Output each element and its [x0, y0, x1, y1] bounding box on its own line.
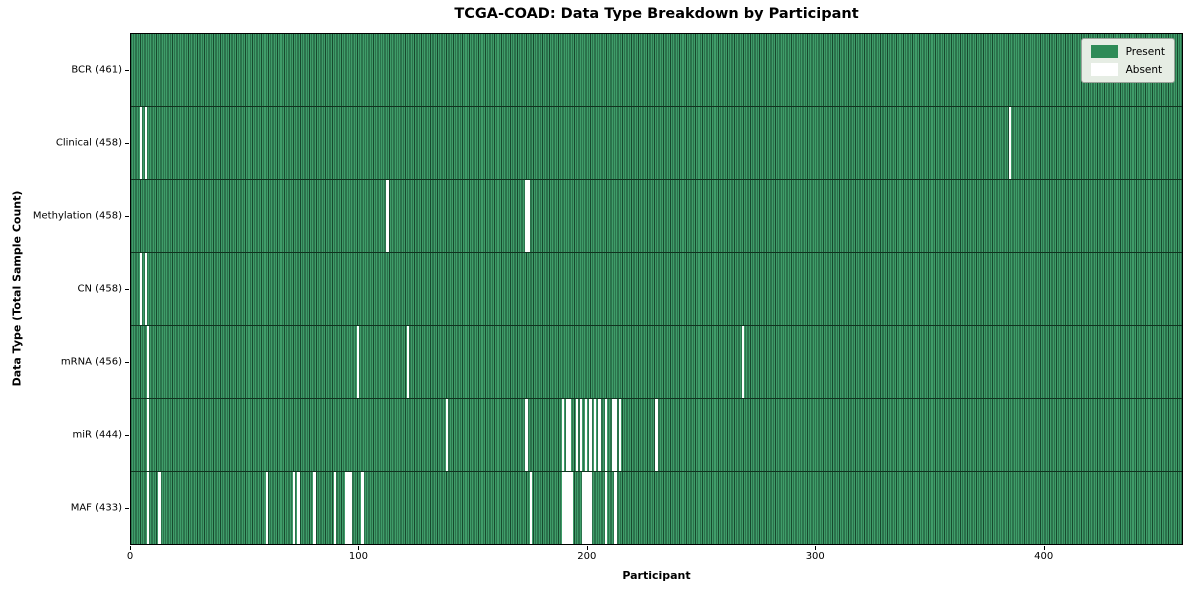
absent-cell [525, 180, 528, 252]
absent-cell [568, 399, 571, 471]
legend-entry-present: Present [1090, 45, 1165, 58]
absent-cell [655, 399, 658, 471]
x-tick-mark [358, 546, 360, 550]
absent-cell [1008, 107, 1011, 179]
row-label-CN: CN (458) [77, 283, 122, 295]
legend: Present Absent [1080, 38, 1175, 83]
absent-cell [313, 472, 316, 544]
heatmap-row-Clinical [131, 107, 1182, 180]
absent-cell [140, 107, 143, 179]
legend-present-label: Present [1125, 45, 1165, 58]
absent-cell [345, 472, 348, 544]
y-tick-mark [125, 508, 129, 510]
absent-cell [265, 472, 268, 544]
row-label-miR: miR (444) [72, 429, 122, 441]
absent-cell [146, 472, 150, 544]
heatmap-row-MAF [131, 472, 1182, 544]
absent-cell [571, 472, 574, 544]
absent-cell [566, 399, 569, 471]
absent-cell [445, 399, 448, 471]
absent-cell [292, 472, 296, 544]
x-tick-label: 100 [348, 551, 368, 562]
x-tick-label: 300 [805, 551, 825, 562]
absent-cell [614, 472, 617, 544]
legend-present-swatch [1090, 45, 1118, 58]
heatmap-row-Methylation [131, 180, 1182, 253]
absent-cell [564, 472, 567, 544]
absent-cell [529, 472, 533, 544]
absent-cell [589, 399, 592, 471]
x-tick-mark [130, 546, 131, 550]
row-label-MAF: MAF (433) [70, 502, 122, 514]
absent-cell [527, 180, 530, 252]
x-tick-label: 0 [126, 551, 134, 562]
row-label-Methylation: Methylation (458) [32, 210, 122, 222]
legend-absent-label: Absent [1125, 63, 1163, 76]
legend-entry-absent: Absent [1090, 63, 1165, 76]
absent-cell [297, 472, 300, 544]
x-axis-ticks: 0 100 200 300 400 [126, 545, 1183, 565]
absent-cell [612, 399, 615, 471]
absent-cell [347, 472, 350, 544]
heatmap-row-CN [131, 253, 1182, 326]
y-tick-mark [125, 215, 129, 217]
absent-cell [741, 326, 745, 398]
x-tick-mark [1043, 546, 1045, 550]
absent-cell [586, 472, 590, 544]
absent-cell [584, 399, 587, 471]
y-tick-mark [125, 362, 129, 364]
absent-cell [566, 472, 569, 544]
absent-cell [618, 399, 622, 471]
absent-cell [605, 472, 608, 544]
absent-cell [575, 399, 578, 471]
absent-cell [349, 472, 353, 544]
heatmap-row-BCR [131, 34, 1182, 107]
heatmap-row-mRNA [131, 326, 1182, 399]
x-tick-label: 400 [1034, 551, 1054, 562]
absent-cell [614, 399, 617, 471]
absent-cell [561, 399, 565, 471]
row-label-BCR: BCR (461) [71, 64, 122, 76]
absent-cell [561, 472, 565, 544]
y-tick-mark [125, 69, 129, 71]
absent-cell [406, 326, 410, 398]
absent-cell [598, 399, 601, 471]
absent-cell [146, 326, 150, 398]
absent-cell [140, 253, 143, 325]
heatmap-plot-area [130, 33, 1183, 545]
absent-cell [580, 399, 583, 471]
absent-cell [386, 180, 389, 252]
absent-cell [582, 472, 585, 544]
legend-absent-swatch [1090, 63, 1118, 76]
absent-cell [356, 326, 359, 398]
absent-cell [144, 107, 147, 179]
heatmap-row-miR [131, 399, 1182, 472]
absent-cell [584, 472, 587, 544]
absent-cell [146, 399, 150, 471]
x-tick-mark [815, 546, 817, 550]
y-tick-mark [125, 289, 129, 290]
y-tick-mark [125, 142, 129, 144]
absent-cell [333, 472, 337, 544]
y-tick-mark [125, 435, 129, 437]
absent-cell [589, 472, 592, 544]
x-axis-label: Participant [622, 569, 691, 582]
absent-cell [525, 399, 528, 471]
absent-cell [144, 253, 147, 325]
absent-cell [605, 399, 608, 471]
absent-cell [361, 472, 364, 544]
absent-cell [593, 399, 597, 471]
row-label-Clinical: Clinical (458) [55, 137, 122, 149]
absent-cell [568, 472, 571, 544]
row-label-mRNA: mRNA (456) [60, 356, 122, 368]
y-tick-labels: BCR (461) Clinical (458) Methylation (458)… [0, 33, 122, 545]
x-tick-mark [586, 546, 588, 550]
chart-title: TCGA-COAD: Data Type Breakdown by Partic… [454, 6, 859, 22]
absent-cell [158, 472, 161, 544]
x-tick-label: 200 [577, 551, 597, 562]
